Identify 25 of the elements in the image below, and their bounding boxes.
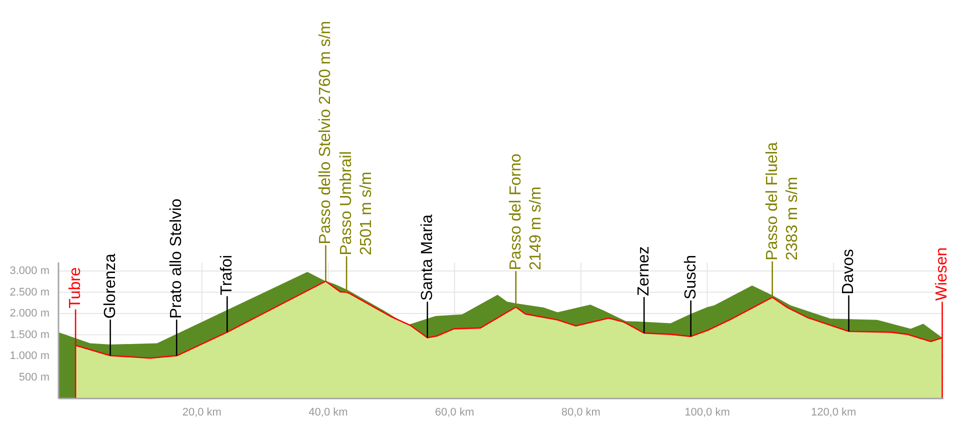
x-tick-label: 80,0 km: [561, 406, 600, 418]
ref-line-label: Wiesen: [934, 247, 951, 301]
y-tick-label: 2.500 m: [10, 286, 50, 298]
ref-line-label: Glorenza: [102, 254, 119, 319]
ref-line-label: Passo del Fluela 2383 m s/m: [764, 142, 801, 260]
y-tick-label: 500 m: [18, 371, 50, 384]
ref-line-label: Tubre: [67, 267, 84, 308]
ref-line-label: Passo dello Stelvio 2760 m s/m: [317, 20, 334, 244]
ref-line-label: Trafoi: [218, 254, 236, 296]
x-tick-label: 60,0 km: [435, 406, 474, 418]
y-tick-label: 2.000 m: [10, 308, 50, 320]
y-tick-label: 1.500 m: [10, 328, 50, 341]
y-tick-label: 1.000 m: [10, 350, 50, 362]
ref-line-label: Passo Umbrail 2501 m s/m: [338, 151, 376, 256]
x-tick-label: 20,0 km: [182, 406, 222, 418]
ref-line-label: Santa Maria: [418, 214, 436, 301]
ref-line-label: Susch: [682, 254, 700, 300]
x-tick-label: 120,0 km: [810, 406, 856, 418]
y-tick-label: 3.000 m: [10, 265, 50, 277]
ref-line-label: Zernez: [636, 246, 653, 296]
x-tick-label: 100,0 km: [684, 406, 730, 418]
ref-line-label: Prato allo Stelvio: [168, 198, 186, 319]
ref-line-label: Davos: [840, 248, 858, 294]
x-tick-label: 40,0 km: [308, 406, 348, 418]
ref-line-label: Passo del Forno 2149 m s/m: [507, 154, 544, 270]
